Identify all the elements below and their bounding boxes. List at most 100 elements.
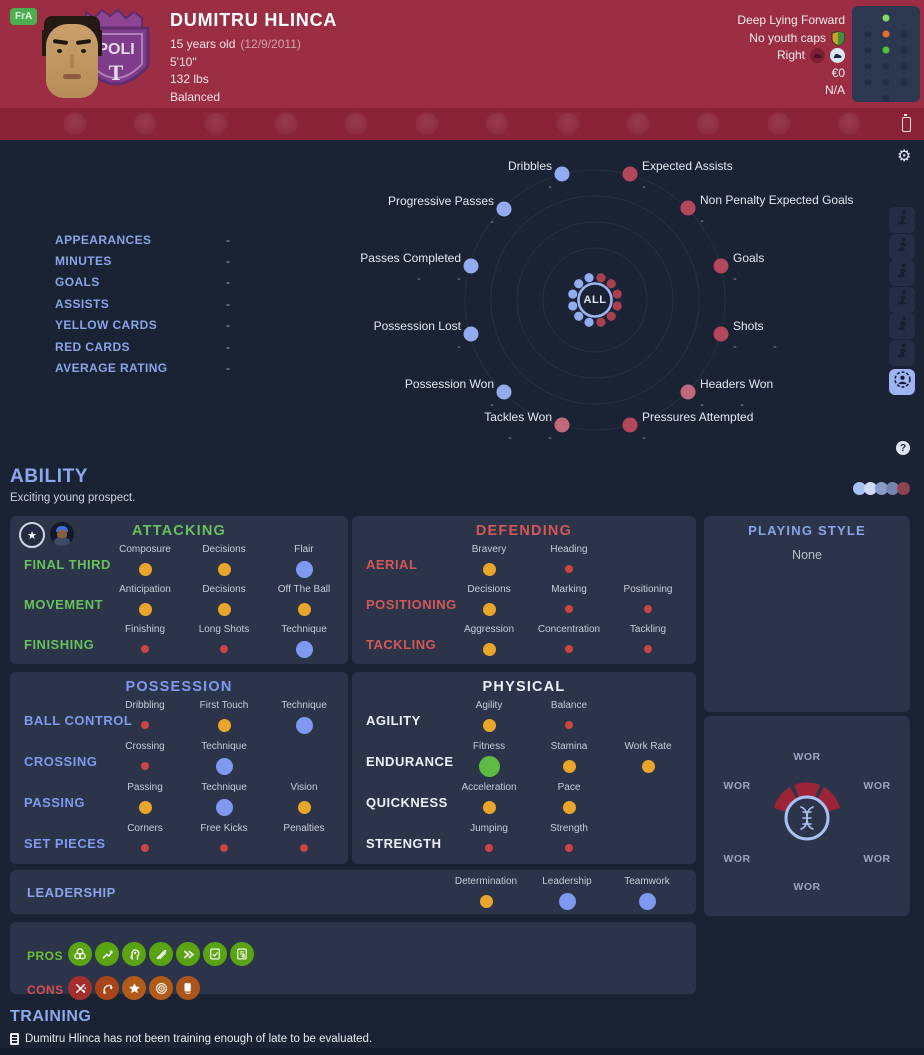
attribute-dot-box — [252, 837, 356, 859]
attribute-level-dot — [215, 757, 233, 775]
attribute-dot-box — [93, 714, 197, 736]
faded-club-crest-icon[interactable] — [484, 111, 511, 137]
radar-stat-dot[interactable] — [622, 417, 638, 433]
dna-radar-panel: WOR WOR WOR WOR WOR WOR — [704, 716, 910, 916]
attribute-decisions: Decisions — [172, 584, 276, 620]
attribute-name: Corners — [127, 823, 163, 834]
attribute-level-dot — [297, 800, 311, 814]
training-message-row: Dumitru Hlinca has not been training eno… — [10, 1033, 372, 1045]
radar-stat-label: Non Penalty Expected Goals — [700, 193, 854, 207]
radar-stat-dot[interactable] — [496, 384, 512, 400]
attribute-level-dot — [482, 642, 496, 656]
radar-stat-dot[interactable] — [463, 258, 479, 274]
attribute-flair: Flair — [252, 544, 356, 580]
player-birthdate: (12/9/2011) — [240, 37, 301, 51]
radar-stat-value: - — [700, 399, 704, 411]
radar-stat-label: Passes Completed — [360, 251, 461, 265]
attribute-passing: Passing — [93, 782, 197, 818]
radar-stat-dot[interactable] — [713, 258, 729, 274]
wor-axis-label: WOR — [793, 881, 821, 893]
faded-club-crest-icon[interactable] — [554, 111, 581, 137]
club-history-strip — [0, 108, 924, 140]
radar-stat-dot[interactable] — [554, 166, 570, 182]
radar-stat-value: - — [548, 432, 552, 444]
attribute-dot-box — [517, 638, 621, 660]
scout-data-circle-button[interactable] — [889, 369, 915, 395]
attribute-name: Technique — [281, 624, 327, 635]
settings-gear-icon[interactable]: ⚙ — [897, 148, 912, 165]
player-kicking-button[interactable] — [889, 260, 915, 286]
pros-label: PROS — [27, 949, 64, 963]
radar-stat-dot[interactable] — [680, 200, 696, 216]
faded-club-crest-icon[interactable] — [413, 111, 440, 137]
attribute-dot-box — [252, 598, 356, 620]
radar-stat-dot[interactable] — [622, 166, 638, 182]
faded-club-crest-icon[interactable] — [624, 111, 651, 137]
double-chevron-icon — [176, 942, 200, 966]
attribute-name: Marking — [551, 584, 587, 595]
radar-stat-dot[interactable] — [463, 326, 479, 342]
radar-center-all-button[interactable]: ALL — [563, 268, 627, 332]
attribute-level-dot — [217, 602, 231, 616]
radar-stat-dot[interactable] — [554, 417, 570, 433]
faded-club-crest-icon[interactable] — [765, 111, 792, 137]
radar-stat-value: - — [700, 215, 704, 227]
attribute-name: Decisions — [467, 584, 511, 595]
attribute-name: Agility — [475, 700, 503, 711]
dna-helix-icon — [774, 782, 840, 841]
summary-row: GOALS - — [55, 272, 230, 293]
radar-stat-dot[interactable] — [496, 201, 512, 217]
attribute-dot-box — [93, 796, 197, 818]
defending-panel-title: DEFENDING — [475, 523, 573, 539]
player-caps: No youth caps — [749, 30, 826, 45]
ability-rating-dot — [897, 482, 910, 495]
attribute-level-dot — [217, 718, 231, 732]
attribute-dot-box — [172, 714, 276, 736]
position-dot — [882, 14, 890, 22]
attribute-corners: Corners — [93, 823, 197, 859]
defending-group-label: TACKLING — [366, 637, 437, 652]
attribute-dot-box — [517, 796, 621, 818]
attribute-jumping: Jumping — [437, 823, 541, 859]
attribute-dot-box — [93, 558, 197, 580]
physical-group-label: ENDURANCE — [366, 754, 454, 769]
attribute-dot-box — [93, 638, 197, 660]
faded-club-crest-icon[interactable] — [62, 111, 88, 137]
attribute-composure: Composure — [93, 544, 197, 580]
attribute-level-dot — [482, 562, 496, 576]
goalkeeper-dive-button[interactable] — [889, 207, 915, 233]
attribute-dot-box — [517, 558, 621, 580]
attribute-heading: Heading — [517, 544, 621, 580]
defending-group-label: POSITIONING — [366, 597, 457, 612]
help-icon[interactable]: ? — [896, 441, 910, 455]
player-skill-button[interactable] — [889, 339, 915, 366]
faded-club-crest-icon[interactable] — [835, 111, 862, 137]
hooked-arrow-icon — [95, 976, 119, 1000]
faded-club-crest-icon[interactable] — [273, 111, 300, 137]
radar-stat-dot[interactable] — [713, 326, 729, 342]
faded-club-crest-icon[interactable] — [343, 111, 370, 137]
radar-stat-dot[interactable] — [680, 384, 696, 400]
attribute-aggression: Aggression — [437, 624, 541, 660]
wor-axis-label: WOR — [723, 780, 751, 792]
attribute-name: Technique — [201, 782, 247, 793]
attribute-level-dot — [300, 844, 308, 852]
attribute-acceleration: Acceleration — [437, 782, 541, 818]
faded-club-crest-icon[interactable] — [202, 111, 229, 137]
attribute-dot-box — [437, 796, 541, 818]
attribute-level-dot — [641, 759, 655, 773]
radar-stat-value: - — [773, 341, 777, 353]
attribute-fitness: Fitness — [437, 741, 541, 777]
attribute-name: Balance — [550, 700, 588, 711]
faded-club-crest-icon[interactable] — [132, 111, 159, 137]
summary-row: RED CARDS - — [55, 336, 230, 357]
wor-axis-label: WOR — [723, 853, 751, 865]
player-dribbling-button[interactable] — [889, 286, 915, 313]
attribute-dot-box — [252, 714, 356, 736]
player-role: Deep Lying Forward — [737, 13, 845, 27]
attacking-group-label: FINISHING — [24, 637, 95, 652]
faded-club-crest-icon[interactable] — [695, 111, 722, 137]
player-standing-button[interactable] — [889, 233, 915, 260]
radar-stat-label: Pressures Attempted — [642, 410, 754, 424]
player-running-button[interactable] — [889, 313, 915, 339]
